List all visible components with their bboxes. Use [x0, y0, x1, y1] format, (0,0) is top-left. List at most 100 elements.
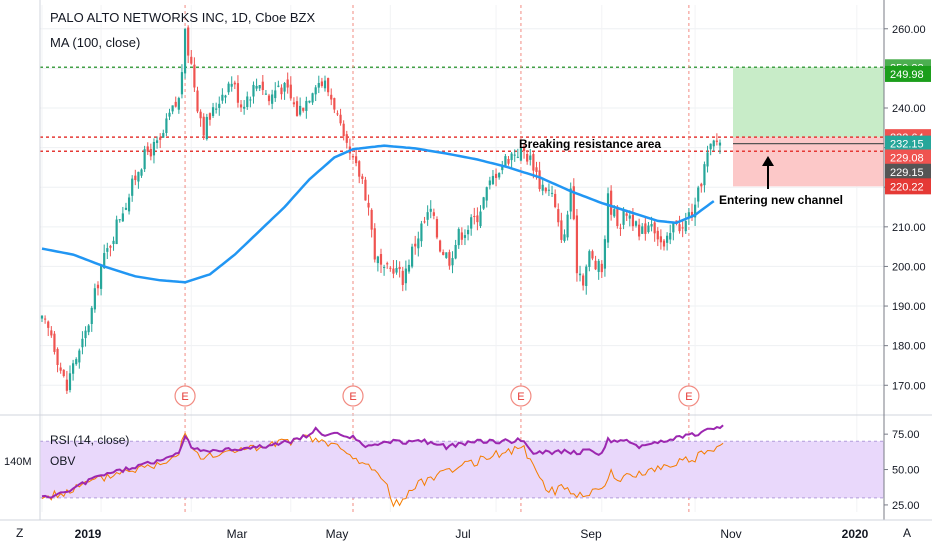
candle-body — [261, 81, 264, 91]
earnings-marker — [678, 385, 700, 407]
price-badge — [885, 163, 931, 180]
candle-body — [718, 142, 722, 146]
candle-body — [628, 215, 631, 219]
candle-body — [68, 373, 72, 391]
candle-body — [218, 103, 221, 108]
candle-body — [442, 251, 445, 255]
candle-body — [358, 161, 361, 177]
candle-body — [594, 260, 597, 270]
timezone-toggle[interactable]: Z — [16, 526, 23, 540]
candle-body — [404, 268, 407, 284]
candle-body — [84, 330, 87, 339]
rsi-legend: RSI (14, close) — [50, 433, 129, 447]
candle-body — [177, 98, 180, 110]
candle-body — [53, 333, 56, 352]
candle-body — [653, 222, 656, 234]
candle-body — [532, 154, 535, 171]
candle-body — [566, 214, 569, 238]
candle-body — [662, 240, 666, 247]
candle-body — [498, 172, 501, 178]
earnings-marker — [174, 385, 196, 407]
candle-body — [140, 169, 143, 176]
candle-body — [510, 153, 513, 161]
candle-body — [585, 266, 588, 287]
candle-body — [513, 154, 516, 156]
candle-body — [504, 156, 507, 167]
candle-body — [267, 95, 271, 102]
candle-body — [575, 215, 579, 274]
candle-body — [299, 105, 302, 115]
candle-body — [445, 252, 448, 258]
candle-body — [389, 267, 392, 269]
candle-body — [522, 146, 526, 152]
candle-body — [641, 226, 644, 234]
price-badge — [885, 65, 931, 82]
target-zone — [733, 67, 884, 138]
candle-body — [252, 84, 255, 97]
candle-body — [610, 190, 613, 215]
candle-body — [479, 211, 482, 227]
earnings-marker-label: E — [685, 391, 692, 403]
price-badge-label: 229.08 — [890, 153, 924, 165]
candle-body — [93, 288, 96, 310]
candle-body — [243, 106, 246, 109]
candle-body — [712, 140, 715, 147]
candle-body — [59, 367, 62, 371]
candle-body — [603, 239, 607, 269]
candle-body — [410, 246, 414, 267]
candle-body — [613, 209, 616, 217]
price-badge-label: 232.15 — [890, 139, 924, 151]
candle-body — [423, 221, 426, 223]
price-tick-label: 190.00 — [892, 301, 926, 313]
grid — [40, 5, 884, 512]
candle-body — [236, 83, 240, 103]
price-badge — [885, 135, 931, 152]
price-levels — [40, 66, 884, 152]
candle-body — [535, 167, 538, 172]
candle-body — [488, 180, 491, 186]
candle-body — [239, 104, 243, 108]
candle-body — [672, 223, 675, 233]
candle-body — [72, 363, 75, 374]
candle-body — [666, 235, 669, 243]
price-tick-label: 170.00 — [892, 380, 926, 392]
candle-body — [435, 219, 439, 238]
candle-body — [634, 221, 638, 226]
candle-body — [547, 189, 551, 191]
candle-body — [283, 82, 286, 92]
candle-body — [367, 202, 370, 208]
candle-body — [159, 137, 162, 140]
candle-body — [656, 230, 659, 240]
candle-body — [131, 178, 134, 196]
price-tick-label: 260.00 — [892, 24, 926, 36]
candle-body — [560, 220, 563, 240]
candle-body — [715, 140, 718, 142]
auto-scale-toggle[interactable]: A — [903, 526, 911, 540]
time-tick-label: 2020 — [842, 527, 869, 541]
candle-body — [588, 251, 591, 267]
candle-body — [155, 140, 159, 144]
candle-body — [103, 253, 106, 269]
arrow-head — [762, 156, 774, 166]
candle-body — [529, 155, 532, 160]
obv-legend: OBV — [50, 454, 75, 468]
candle-body — [137, 171, 140, 182]
candle-body — [274, 90, 277, 99]
candle-body — [183, 29, 187, 74]
rsi-line — [41, 424, 724, 499]
candle-body — [149, 148, 152, 157]
candle-body — [616, 206, 619, 227]
candle-body — [187, 27, 190, 56]
candle-body — [280, 87, 283, 95]
candle-body — [115, 219, 118, 245]
candle-body — [323, 80, 327, 89]
rsi-tick-label: 50.00 — [892, 465, 920, 477]
candle-body — [563, 234, 566, 241]
candle-body — [292, 102, 296, 105]
candle-body — [333, 98, 336, 110]
candle-body — [314, 87, 317, 95]
candle-body — [339, 114, 342, 124]
candle-body — [81, 338, 84, 348]
candle-body — [336, 113, 339, 115]
